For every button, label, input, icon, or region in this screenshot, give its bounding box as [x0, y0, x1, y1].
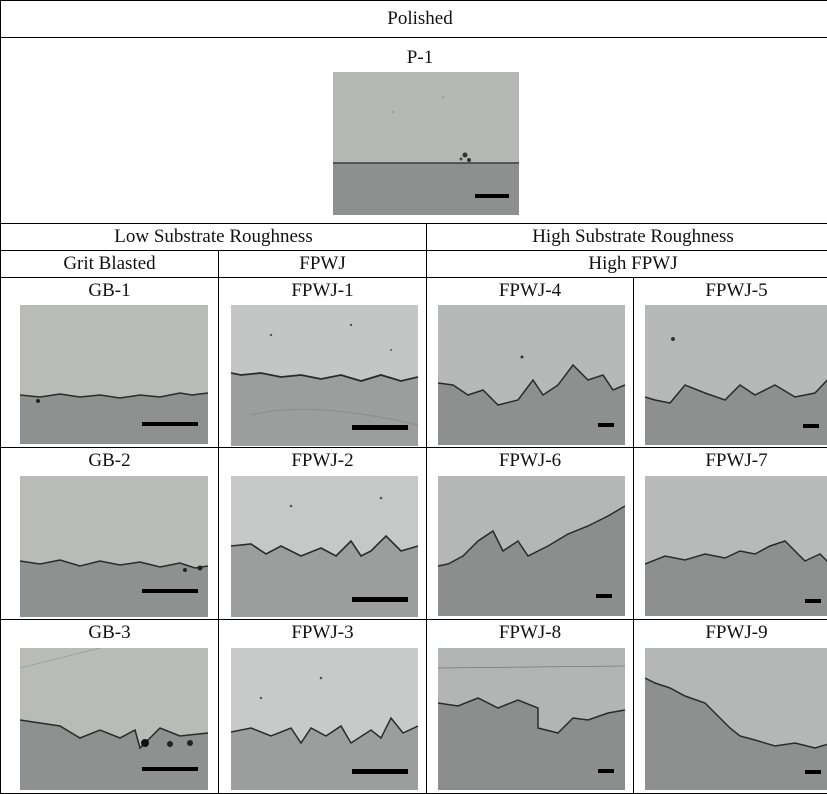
- high-fpwj-label: High FPWJ: [588, 253, 678, 274]
- sample-cell: FPWJ-1: [218, 277, 427, 448]
- polished-cell: P-1: [0, 37, 827, 224]
- micrograph-image: [438, 305, 625, 445]
- sample-cell: FPWJ-8: [426, 619, 634, 794]
- high-fpwj-header: High FPWJ: [426, 250, 827, 278]
- sample-label-fpwj3: FPWJ-3: [291, 622, 354, 643]
- sample-label-fpwj6: FPWJ-6: [498, 450, 562, 471]
- micrograph-image: [645, 305, 827, 445]
- micrograph-image: [438, 476, 625, 616]
- polished-header-label: Polished: [387, 8, 453, 29]
- sample-cell: FPWJ-5: [633, 277, 827, 448]
- sample-cell: FPWJ-9: [633, 619, 827, 794]
- sample-cell: FPWJ-4: [426, 277, 634, 448]
- sample-cell: GB-2: [0, 447, 219, 620]
- sample-label-fpwj7: FPWJ-7: [705, 450, 768, 471]
- polished-header: Polished: [0, 0, 827, 38]
- low-roughness-label: Low Substrate Roughness: [114, 226, 313, 247]
- fpwj-label: FPWJ: [299, 253, 346, 274]
- grit-blasted-header: Grit Blasted: [0, 250, 219, 278]
- sample-cell: FPWJ-2: [218, 447, 427, 620]
- high-roughness-header: High Substrate Roughness: [426, 223, 827, 251]
- sample-cell: GB-1: [0, 277, 219, 448]
- micrograph-image: [438, 648, 625, 790]
- micrograph-p1: [333, 72, 519, 215]
- micrograph-image: [645, 648, 827, 790]
- micrograph-image: [231, 648, 418, 790]
- micrograph-image: [20, 648, 208, 790]
- sample-cell: FPWJ-7: [633, 447, 827, 620]
- fpwj-header: FPWJ: [218, 250, 427, 278]
- sample-label-gb1: GB-1: [88, 280, 131, 301]
- sample-label-fpwj5: FPWJ-5: [705, 280, 768, 301]
- sample-cell: FPWJ-3: [218, 619, 427, 794]
- micrograph-image: [231, 305, 418, 446]
- high-roughness-label: High Substrate Roughness: [532, 226, 734, 247]
- sample-label-p1: P-1: [406, 47, 434, 68]
- low-roughness-header: Low Substrate Roughness: [0, 223, 427, 251]
- sample-label-fpwj4: FPWJ-4: [498, 280, 562, 301]
- micrograph-image: [645, 476, 827, 616]
- micrograph-gb1: [20, 305, 208, 444]
- sample-cell: GB-3: [0, 619, 219, 794]
- sample-label-fpwj8: FPWJ-8: [498, 622, 562, 643]
- micrograph-image: [20, 476, 208, 617]
- sample-label-gb2: GB-2: [88, 450, 131, 471]
- grit-blasted-label: Grit Blasted: [63, 253, 156, 274]
- micrograph-image: [231, 476, 418, 617]
- sample-label-gb3: GB-3: [88, 622, 131, 643]
- sample-cell: FPWJ-6: [426, 447, 634, 620]
- sample-label-fpwj2: FPWJ-2: [291, 450, 354, 471]
- sample-label-fpwj9: FPWJ-9: [705, 622, 768, 643]
- sample-label-fpwj1: FPWJ-1: [291, 280, 354, 301]
